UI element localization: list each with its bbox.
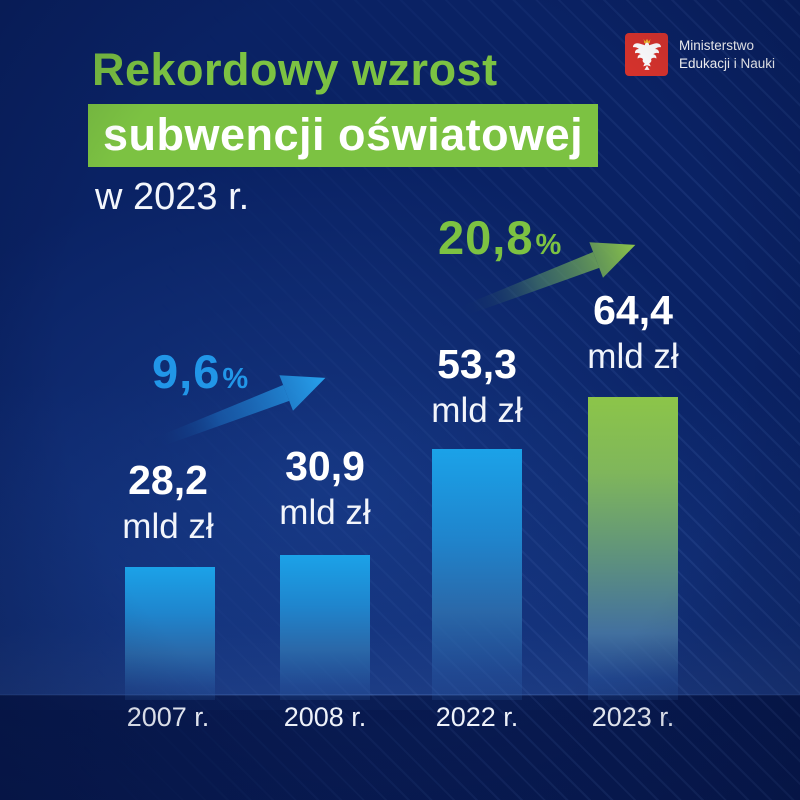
value-number: 64,4 (593, 287, 673, 333)
value-label-2023: 64,4 mld zł (543, 287, 723, 376)
growth-percent-2022-2023: 20,8% (438, 210, 561, 265)
bar-2023 (588, 397, 678, 700)
growth-percent-2007-2008: 9,6% (152, 344, 248, 399)
value-unit: mld zł (122, 506, 214, 546)
value-unit: mld zł (587, 336, 679, 376)
value-label-2022: 53,3 mld zł (387, 341, 567, 430)
axis-label-2022: 2022 r. (435, 702, 519, 732)
axis-label-2008: 2008 r. (283, 702, 367, 732)
poland-eagle-icon (625, 33, 668, 76)
axis-label-2007: 2007 r. (126, 702, 210, 732)
percent-sign: % (222, 363, 249, 395)
value-unit: mld zł (431, 390, 523, 430)
background-floor (0, 695, 800, 800)
ministry-logo: Ministerstwo Edukacji i Nauki (625, 33, 775, 76)
value-unit: mld zł (279, 492, 371, 532)
ministry-name: Ministerstwo Edukacji i Nauki (679, 37, 775, 73)
value-number: 28,2 (128, 457, 208, 503)
ministry-name-line-2: Edukacji i Nauki (679, 55, 776, 71)
value-label-2008: 30,9 mld zł (235, 443, 415, 532)
bar-2008 (280, 555, 370, 700)
value-number: 53,3 (437, 341, 517, 387)
axis-label-2023: 2023 r. (591, 702, 675, 732)
percent-sign: % (535, 229, 562, 261)
title-line-1: Rekordowy wzrost (92, 44, 498, 95)
title-line-2-highlighted: subwencji oświatowej (88, 104, 599, 167)
ministry-name-line-1: Ministerstwo (679, 37, 755, 53)
value-label-2007: 28,2 mld zł (78, 457, 258, 546)
horizon-line (0, 694, 800, 696)
growth-percent-value: 9,6 (152, 345, 221, 398)
growth-percent-value: 20,8 (438, 211, 534, 264)
bar-2022 (432, 449, 522, 700)
value-number: 30,9 (285, 443, 365, 489)
title-line-3: w 2023 r. (95, 176, 250, 218)
bar-2007 (125, 567, 215, 700)
